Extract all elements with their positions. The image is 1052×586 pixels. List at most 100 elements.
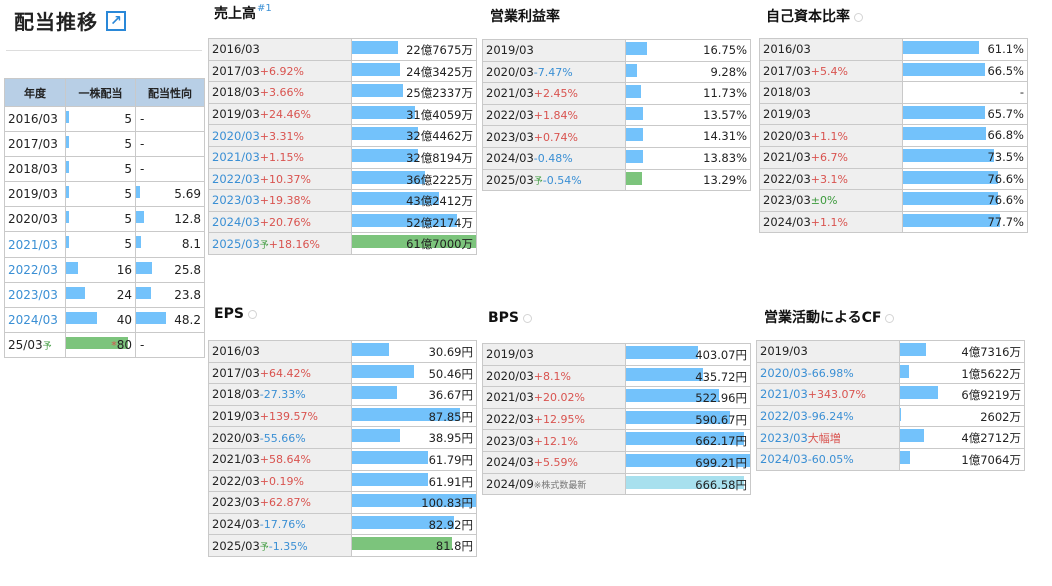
year-cell: 2022/03+0.19% — [208, 469, 352, 493]
value-cell: 2602万 — [899, 404, 1025, 428]
year-label: 2018/03 — [212, 387, 260, 402]
year-cell[interactable]: 2022/03+10.37% — [208, 167, 352, 191]
payout-value: 5.69 — [174, 187, 201, 202]
year-cell: 2017/03+5.4% — [759, 59, 903, 83]
year-label: 2024/03 — [763, 215, 811, 230]
dps-number: 5 — [124, 112, 132, 126]
year-label: 2024/03 — [486, 455, 534, 470]
year-label: 2018/03 — [8, 162, 58, 177]
year-label[interactable]: 2020/03 — [760, 365, 808, 380]
year-cell: 2019/03+24.46% — [208, 102, 352, 126]
year-label[interactable]: 2021/03 — [760, 387, 808, 402]
year-label[interactable]: 2024/03 — [760, 452, 808, 467]
year-cell[interactable]: 2024/03+20.76% — [208, 210, 352, 234]
year-label: 2022/03 — [486, 108, 534, 123]
year-label: 2019/03 — [486, 347, 534, 362]
value-bar — [626, 42, 648, 55]
year-label: 2017/03 — [212, 63, 260, 78]
metric-row: 2017/03+6.92% 24億3425万 — [208, 59, 477, 83]
year-label: 2019/03 — [212, 409, 260, 424]
value-cell: - — [902, 81, 1028, 104]
sales-table: 2016/03 22億7675万 2017/03+6.92% 24億3425万 2018… — [208, 38, 477, 255]
year-label[interactable]: 2020/03 — [212, 128, 260, 143]
dps-bar — [66, 111, 70, 123]
dps-cell: 5 — [65, 206, 136, 233]
year-cell[interactable]: 2023/03 — [4, 281, 66, 308]
help-icon[interactable] — [854, 12, 863, 22]
change-label: +64.42% — [259, 366, 311, 380]
year-cell: 2022/03+1.84% — [482, 103, 626, 127]
year-cell[interactable]: 2022/03-96.24% — [756, 404, 900, 428]
year-label: 2017/03 — [212, 365, 260, 380]
value-bar — [626, 85, 641, 99]
change-label: +6.92% — [259, 64, 304, 78]
year-cell[interactable]: 2021/03+1.15% — [208, 145, 352, 169]
year-label: 2018/03 — [763, 85, 811, 100]
value-text: 590.67円 — [695, 412, 747, 427]
change-label: +1.1% — [810, 129, 848, 143]
year-label[interactable]: 2022/03 — [8, 262, 58, 277]
year-cell: 2020/03-55.66% — [208, 426, 352, 449]
year-label[interactable]: 2021/03 — [212, 150, 260, 165]
year-cell[interactable]: 2021/03 — [4, 231, 66, 258]
value-bar — [352, 192, 439, 206]
year-cell: 2019/03 — [756, 340, 900, 363]
value-cell: 30.69円 — [351, 340, 477, 363]
metric-row: 2021/03+343.07% 6億9219万 — [756, 383, 1025, 406]
year-cell[interactable]: 2020/03-66.98% — [756, 361, 900, 385]
change-label: +0.74% — [533, 130, 578, 144]
year-label[interactable]: 2023/03 — [8, 287, 58, 302]
dps-bar — [66, 236, 70, 249]
year-label[interactable]: 2025/03 — [212, 236, 260, 251]
change-label: -55.66% — [259, 431, 306, 445]
page-header: 配当推移 ↗ — [14, 6, 126, 35]
year-cell[interactable]: 2024/03 — [4, 306, 66, 333]
help-icon[interactable] — [523, 313, 533, 323]
metric-row: 2025/03予-1.35% 81.8円 — [208, 534, 477, 557]
change-label: +24.46% — [259, 108, 311, 122]
value-bar — [352, 62, 401, 76]
year-label[interactable]: 2022/03 — [212, 171, 260, 186]
year-label: 2019/03 — [486, 43, 534, 58]
value-cell: 1億7064万 — [899, 447, 1025, 471]
dps-bar — [66, 336, 128, 349]
year-cell[interactable]: 2023/03+19.38% — [208, 189, 352, 212]
payout-value: 23.8 — [174, 287, 201, 302]
change-label: +20.76% — [259, 216, 311, 230]
year-label[interactable]: 2023/03 — [760, 430, 808, 445]
help-icon[interactable] — [885, 313, 895, 323]
year-label[interactable]: 2024/03 — [8, 312, 58, 327]
year-label: 2022/03 — [212, 473, 260, 488]
payout-value: - — [140, 337, 145, 352]
metric-row: 2016/03 61.1% — [759, 38, 1028, 61]
value-text: 25億2337万 — [406, 86, 473, 101]
change-label: +10.37% — [259, 172, 311, 186]
year-label[interactable]: 2024/03 — [212, 215, 260, 230]
year-cell[interactable]: 2020/03+3.31% — [208, 124, 352, 147]
year-cell[interactable]: 2025/03予+18.16% — [208, 232, 352, 255]
value-cell: 43億2412万 — [351, 189, 477, 212]
year-cell[interactable]: 2023/03大幅増 — [756, 426, 900, 449]
year-cell[interactable]: 2024/03-60.05% — [756, 447, 900, 471]
external-link-icon[interactable]: ↗ — [106, 10, 126, 31]
year-label[interactable]: 2021/03 — [8, 237, 58, 252]
dividend-row: 25/03予 *80- — [4, 331, 205, 358]
dividend-row: 2023/03 24 23.8 — [4, 281, 205, 308]
metric-row: 2020/03+1.1% 66.8% — [759, 124, 1028, 147]
help-icon[interactable] — [247, 309, 257, 319]
year-cell[interactable]: 2021/03+343.07% — [756, 383, 900, 406]
dps-bar — [66, 161, 70, 174]
sales-footnote-link[interactable]: #1 — [257, 3, 272, 14]
change-label: +2.45% — [533, 87, 578, 101]
metric-row: 2024/03-0.48% 13.83% — [482, 146, 751, 170]
year-cell[interactable]: 2022/03 — [4, 256, 66, 283]
equity-ratio-table: 2016/03 61.1% 2017/03+5.4% 66.5% 2018/03-201… — [759, 38, 1028, 234]
dividend-table: 年度 一株配当 配当性向 2016/03 5-2017/03 5-2018/03 5-201… — [4, 78, 205, 358]
metric-row: 2022/03+12.95% 590.67円 — [482, 407, 751, 431]
value-cell: 73.5% — [902, 145, 1028, 169]
year-label[interactable]: 2023/03 — [212, 193, 260, 208]
value-bar — [626, 453, 750, 467]
year-label: 2023/03 — [763, 193, 811, 208]
year-label[interactable]: 2022/03 — [760, 409, 808, 424]
value-cell: 32億8194万 — [351, 145, 477, 169]
